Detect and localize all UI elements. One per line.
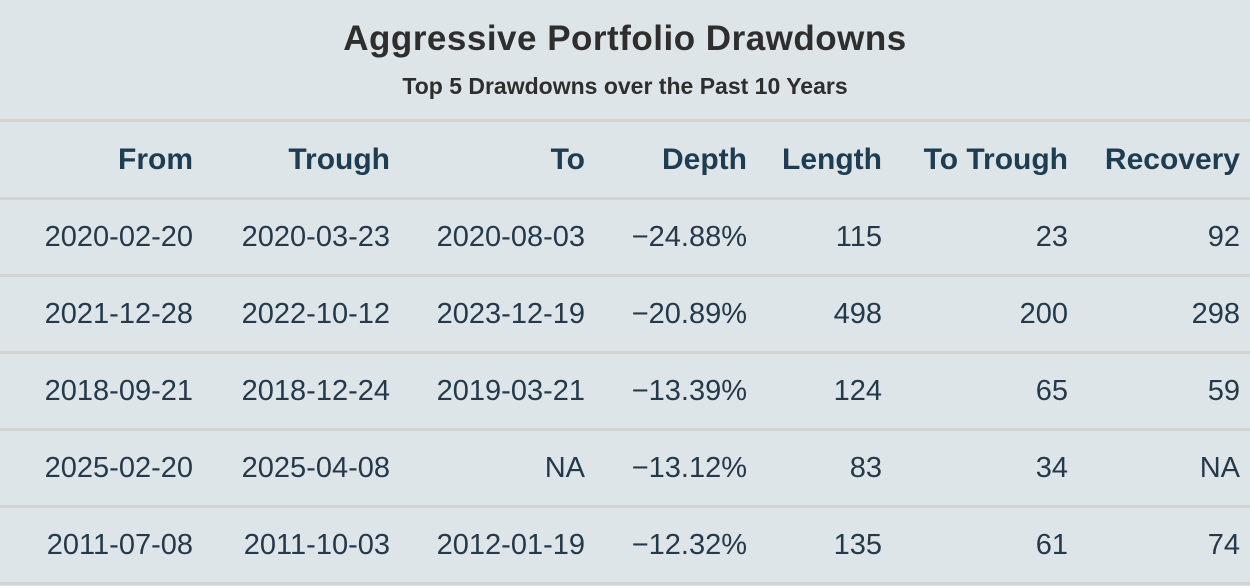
column-header-from: From	[0, 122, 193, 200]
table-cell: 2021-12-28	[0, 275, 193, 354]
table-cell: 135	[747, 506, 882, 585]
column-header-to: To	[390, 122, 585, 200]
table-row: 2025-02-20 2025-04-08 NA −13.12% 83 34 NA	[0, 429, 1250, 508]
table-cell: 61	[882, 506, 1068, 585]
table-cell: 2012-01-19	[390, 506, 585, 585]
table-cell: 2019-03-21	[390, 352, 585, 431]
column-header-length: Length	[747, 122, 882, 200]
table-row: 2021-12-28 2022-10-12 2023-12-19 −20.89% 498…	[0, 275, 1250, 354]
table-cell: −20.89%	[585, 275, 747, 354]
column-header-recovery: Recovery	[1068, 122, 1250, 200]
page-subtitle: Top 5 Drawdowns over the Past 10 Years	[402, 73, 848, 99]
table-title-block: Aggressive Portfolio Drawdowns Top 5 Dra…	[0, 0, 1250, 122]
table-header-row: From Trough To Depth Length To Trough Recovery	[0, 122, 1250, 200]
table-cell: −13.12%	[585, 429, 747, 508]
table-cell: 200	[882, 275, 1068, 354]
column-header-to-trough: To Trough	[882, 122, 1068, 200]
table-cell: 23	[882, 198, 1068, 277]
table-cell: 83	[747, 429, 882, 508]
table-cell: 124	[747, 352, 882, 431]
table-cell: 34	[882, 429, 1068, 508]
table-cell: −24.88%	[585, 198, 747, 277]
table-cell: NA	[390, 429, 585, 508]
table-cell: 2011-10-03	[193, 506, 390, 585]
table-cell: 2011-07-08	[0, 506, 193, 585]
table-cell: 298	[1068, 275, 1250, 354]
column-header-trough: Trough	[193, 122, 390, 200]
table-cell: 2023-12-19	[390, 275, 585, 354]
table-row: 2020-02-20 2020-03-23 2020-08-03 −24.88% 115…	[0, 198, 1250, 277]
table-cell: 2018-09-21	[0, 352, 193, 431]
table-cell: 2025-04-08	[193, 429, 390, 508]
table-cell: 498	[747, 275, 882, 354]
drawdowns-table: From Trough To Depth Length To Trough Recovery…	[0, 122, 1250, 585]
table-cell: 65	[882, 352, 1068, 431]
table-cell: 74	[1068, 506, 1250, 585]
table-cell: 2020-03-23	[193, 198, 390, 277]
table-cell: 92	[1068, 198, 1250, 277]
table-cell: 2025-02-20	[0, 429, 193, 508]
table-cell: −12.32%	[585, 506, 747, 585]
table-row: 2011-07-08 2011-10-03 2012-01-19 −12.32% 135…	[0, 506, 1250, 585]
column-header-depth: Depth	[585, 122, 747, 200]
table-cell: 2020-08-03	[390, 198, 585, 277]
table-row: 2018-09-21 2018-12-24 2019-03-21 −13.39% 124…	[0, 352, 1250, 431]
table-cell: 2020-02-20	[0, 198, 193, 277]
table-cell: NA	[1068, 429, 1250, 508]
page-title: Aggressive Portfolio Drawdowns	[343, 19, 907, 58]
table-cell: 2018-12-24	[193, 352, 390, 431]
table-cell: 59	[1068, 352, 1250, 431]
table-cell: 115	[747, 198, 882, 277]
table-cell: 2022-10-12	[193, 275, 390, 354]
table-cell: −13.39%	[585, 352, 747, 431]
